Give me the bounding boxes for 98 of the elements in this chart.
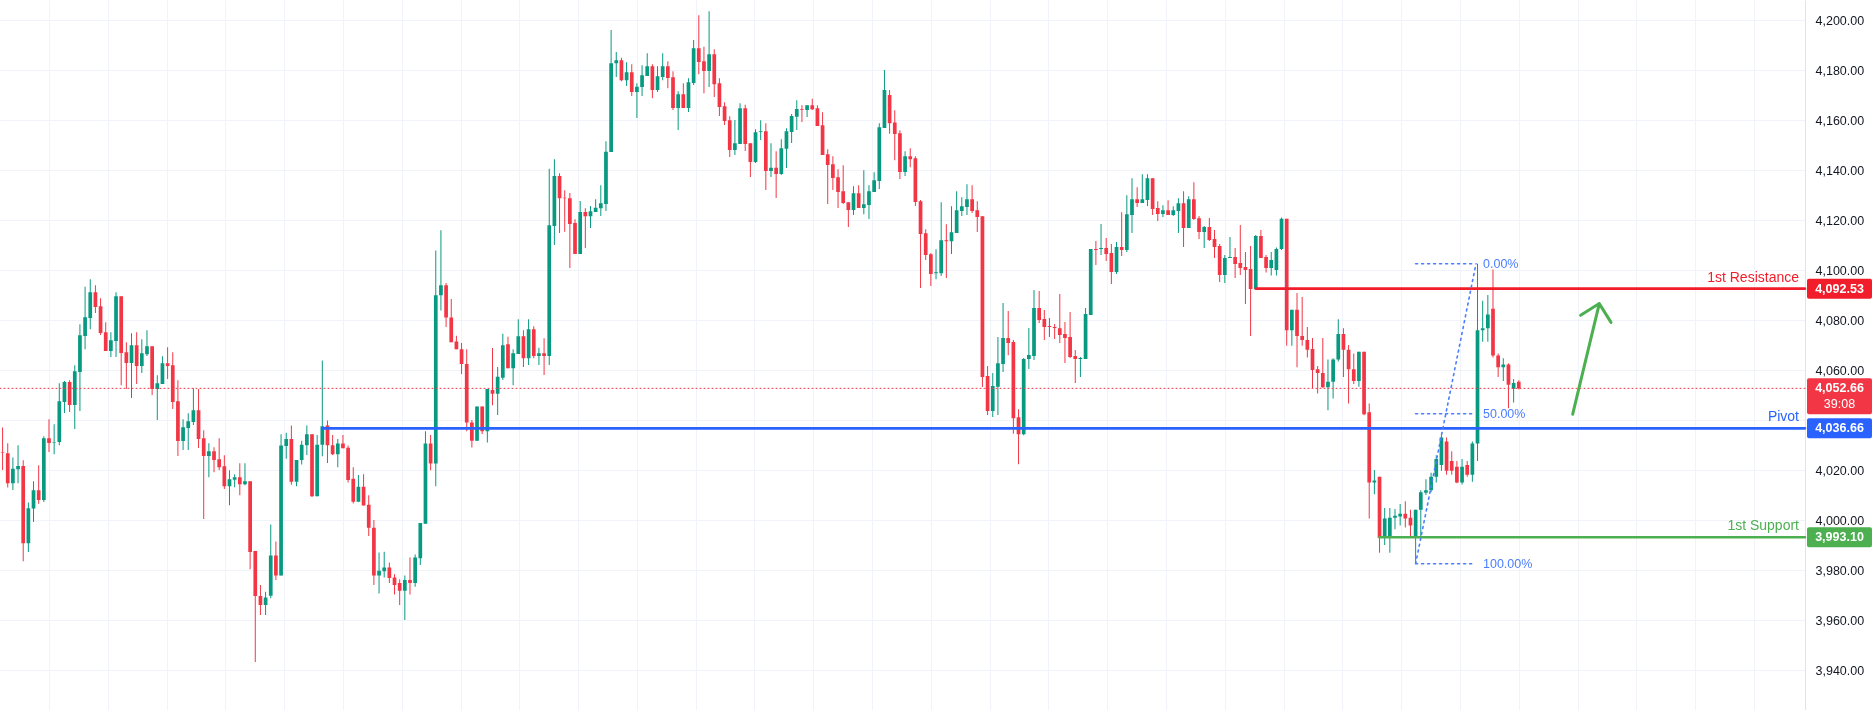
candlestick — [1135, 186, 1140, 208]
candlestick — [103, 321, 108, 352]
candlestick — [155, 374, 160, 421]
candlestick — [707, 10, 711, 88]
candlestick — [11, 457, 15, 491]
candlestick — [408, 557, 412, 595]
candlestick — [660, 52, 665, 81]
candlestick — [366, 494, 371, 537]
candlestick — [1300, 296, 1305, 347]
candlestick — [304, 425, 309, 456]
candlestick — [1485, 294, 1490, 343]
y-tick-label: 4,160.00 — [1815, 113, 1865, 128]
candlestick — [1480, 300, 1485, 343]
y-tick-label: 3,980.00 — [1815, 563, 1865, 578]
candlestick — [299, 440, 304, 465]
candlestick — [1161, 204, 1165, 218]
candlestick — [1104, 237, 1109, 262]
candlestick — [769, 142, 773, 178]
candlestick — [1202, 225, 1207, 249]
y-tick-label: 3,960.00 — [1815, 613, 1865, 628]
ref-line-label: 1st Support — [1727, 517, 1800, 534]
y-tick-label: 4,080.00 — [1815, 313, 1865, 328]
candlestick — [397, 578, 402, 606]
candlestick — [1099, 223, 1103, 256]
candlestick — [47, 418, 51, 453]
ref-line-label: 1st Resistance — [1707, 268, 1800, 285]
candlestick — [794, 99, 799, 131]
candlestick — [201, 429, 206, 520]
text: 4,052.66 — [1815, 381, 1864, 396]
candlestick — [635, 82, 639, 119]
candlestick — [1290, 309, 1294, 347]
y-tick-label: 4,140.00 — [1815, 163, 1865, 178]
candlestick — [1305, 326, 1310, 358]
y-tick-label: 3,940.00 — [1815, 663, 1865, 678]
candlestick — [583, 207, 588, 249]
candlestick — [134, 331, 139, 385]
candlestick — [614, 51, 619, 78]
candlestick — [165, 346, 170, 380]
candlestick — [681, 82, 686, 109]
annotation: 0.00% — [1483, 256, 1519, 271]
text: 4,036.66 — [1815, 421, 1864, 436]
y-tick-label: 4,060.00 — [1815, 363, 1865, 378]
y-tick-label: 4,180.00 — [1815, 63, 1865, 78]
candlestick — [800, 104, 804, 123]
text: 3,993.10 — [1815, 530, 1864, 545]
candlestick — [207, 442, 211, 478]
candlestick — [805, 104, 809, 118]
candlestick — [320, 360, 325, 457]
candlestick — [1222, 254, 1227, 284]
candlestick — [758, 119, 763, 141]
candlestick — [542, 337, 546, 376]
candlestick — [237, 462, 242, 496]
candlestick — [36, 464, 41, 505]
y-tick-label: 4,200.00 — [1815, 13, 1865, 28]
candlestick — [335, 438, 340, 468]
candlestick — [16, 444, 20, 484]
candlestick — [1496, 353, 1501, 378]
candlestick — [1228, 236, 1232, 259]
candlestick — [1037, 290, 1042, 324]
y-tick-label: 4,100.00 — [1815, 263, 1865, 278]
candlestick — [0, 427, 5, 471]
candlestick — [629, 63, 634, 97]
candlestick — [439, 229, 443, 311]
annotation: 100.00% — [1483, 556, 1533, 571]
y-tick-label: 4,000.00 — [1815, 513, 1865, 528]
candlestick — [1387, 507, 1392, 554]
text: 4,092.53 — [1815, 281, 1864, 296]
candlestick — [676, 90, 681, 131]
candlestick — [1326, 359, 1330, 411]
candlestick — [908, 147, 913, 168]
ref-line-label: Pivot — [1767, 408, 1800, 425]
candlestick — [402, 575, 407, 621]
annotation: 50.00% — [1483, 406, 1526, 421]
candlestick — [274, 541, 278, 581]
candlestick — [243, 462, 247, 486]
y-tick-label: 4,120.00 — [1815, 213, 1865, 228]
candlestick — [506, 336, 510, 369]
candlestick — [537, 347, 541, 366]
candlestick — [1269, 251, 1274, 276]
candlestick — [1207, 217, 1212, 242]
candlestick — [1140, 173, 1145, 204]
candlestick — [774, 150, 779, 199]
candlestick — [1006, 310, 1011, 356]
y-tick-label: 4,020.00 — [1815, 463, 1865, 478]
candlestick — [377, 552, 381, 594]
text: 39:08 — [1823, 397, 1856, 412]
candlestick — [1331, 357, 1335, 399]
candlestick — [1166, 199, 1170, 216]
candlestick — [1403, 500, 1408, 528]
candlestick — [1094, 240, 1098, 266]
candlestick — [1460, 458, 1464, 485]
candlestick — [1351, 353, 1356, 385]
candlestick — [1119, 211, 1124, 257]
candlestick — [903, 150, 907, 177]
candlestick — [1155, 200, 1160, 222]
candlestick — [944, 223, 949, 279]
candlestick — [284, 432, 289, 460]
candlestick — [52, 423, 57, 455]
